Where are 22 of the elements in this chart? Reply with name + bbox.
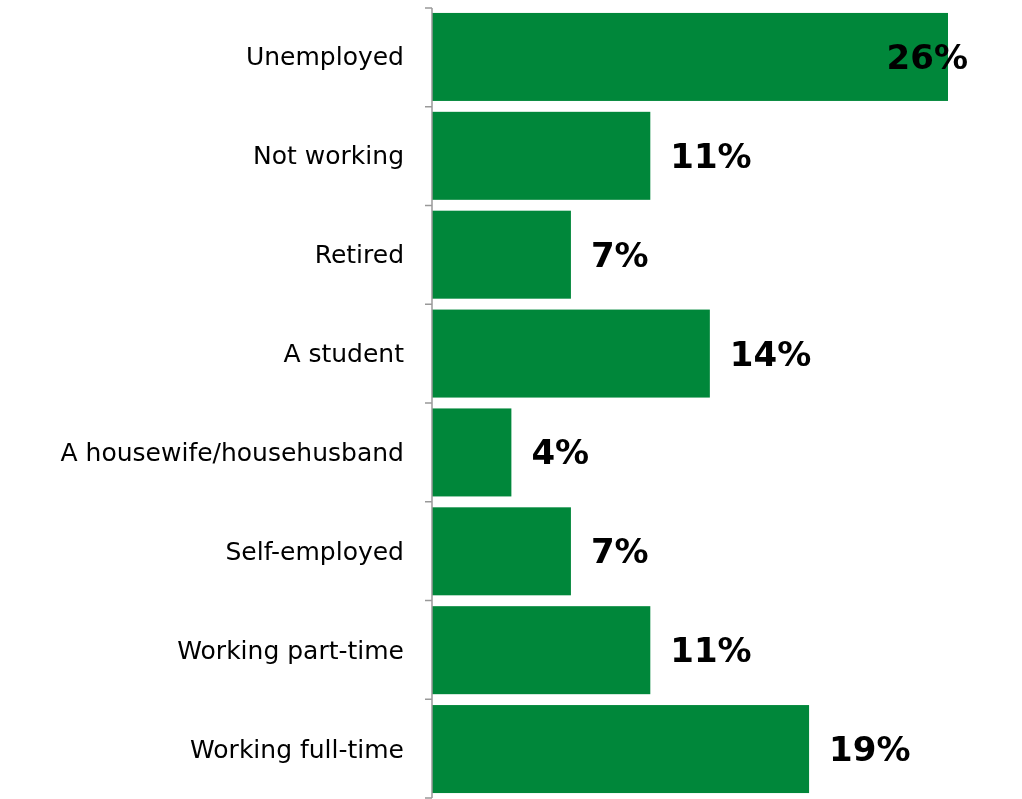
bar: [432, 705, 810, 794]
bar: [432, 606, 651, 695]
data-label: 4%: [531, 432, 590, 473]
data-label: 11%: [670, 135, 752, 176]
bar: [432, 210, 571, 299]
y-tick-label: Retired: [314, 240, 404, 270]
data-label: 7%: [590, 234, 649, 275]
bar: [432, 309, 710, 398]
bar: [432, 507, 571, 596]
data-label: 19%: [829, 729, 911, 770]
bar: [432, 408, 512, 497]
y-tick-label: Working full-time: [190, 734, 404, 764]
data-label: 11%: [670, 630, 752, 671]
data-label: 14%: [729, 333, 812, 374]
y-tick-label: A student: [283, 339, 405, 369]
bar: [432, 111, 651, 200]
y-tick-label: Working part-time: [177, 635, 404, 665]
y-tick-label: Self-employed: [225, 536, 404, 566]
data-label: 7%: [590, 531, 649, 572]
y-tick-label: Not working: [253, 141, 404, 171]
y-tick-label: A housewife/househusband: [60, 437, 404, 467]
y-tick-label: Unemployed: [245, 42, 404, 72]
